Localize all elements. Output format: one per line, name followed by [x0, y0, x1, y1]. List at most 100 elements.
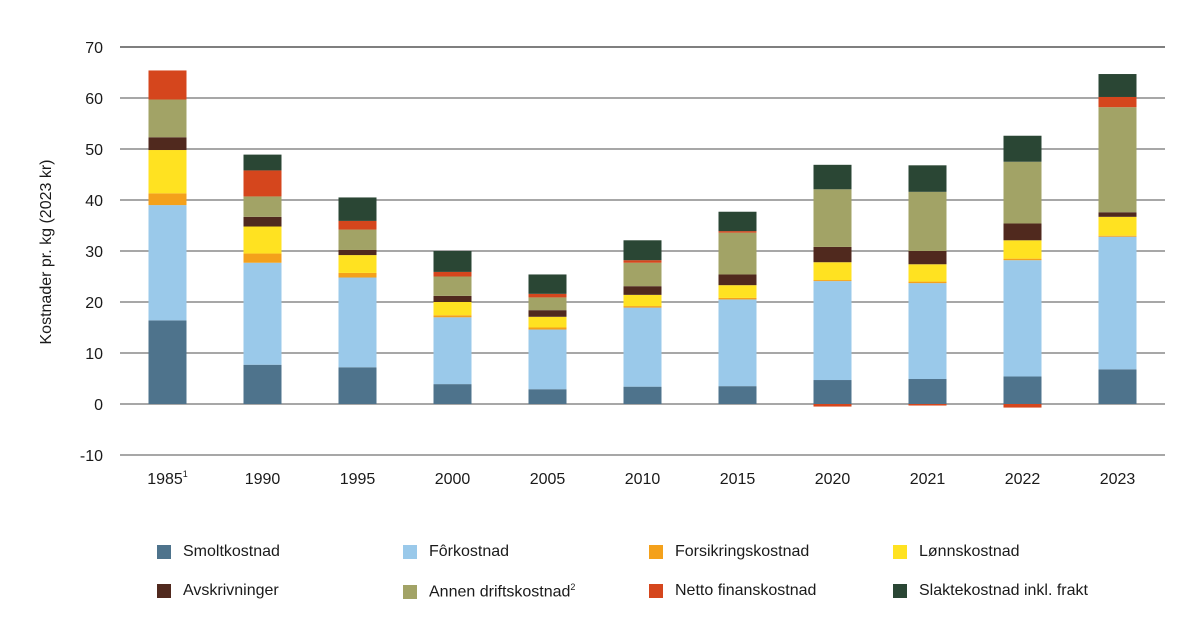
bar-segment-slaktekostnad-inkl-frakt — [623, 240, 662, 261]
bar-segment-forsikringskostnad — [148, 193, 187, 206]
bar-segment-smoltkostnad — [148, 320, 187, 404]
x-tick-label: 2023 — [1100, 471, 1136, 488]
bar-segment-netto-finanskostnad — [718, 231, 757, 233]
bar-segment-f-rkostnad — [813, 281, 852, 381]
bar-segment-slaktekostnad-inkl-frakt — [718, 211, 757, 232]
legend-label: Netto finanskostnad — [675, 582, 817, 599]
bar-segment-smoltkostnad — [243, 364, 282, 404]
bar-segment-annen-driftskostnad — [338, 229, 377, 250]
bar-segment-forsikringskostnad — [1098, 235, 1137, 237]
x-tick-label: 2021 — [910, 471, 946, 488]
bar-segment-smoltkostnad — [623, 386, 662, 404]
bar-segment-netto-finanskostnad — [908, 404, 947, 406]
x-tick-label: 2005 — [530, 471, 566, 488]
bar-segment-f-rkostnad — [243, 262, 282, 365]
legend-swatch — [403, 545, 417, 559]
y-tick-label: 20 — [85, 295, 103, 312]
bar-segment-smoltkostnad — [433, 384, 472, 404]
bar-segment-f-rkostnad — [1098, 236, 1137, 370]
bar-segment-slaktekostnad-inkl-frakt — [433, 251, 472, 272]
bar-segment-annen-driftskostnad — [243, 196, 282, 217]
bar-segment-slaktekostnad-inkl-frakt — [1003, 135, 1042, 162]
bar-segment-avskrivninger — [148, 137, 187, 151]
y-tick-label: 50 — [85, 142, 103, 159]
bar-segment-f-rkostnad — [528, 329, 567, 390]
bar-segment-slaktekostnad-inkl-frakt — [528, 274, 567, 294]
bar-segment-slaktekostnad-inkl-frakt — [813, 164, 852, 190]
bar-segment-smoltkostnad — [528, 389, 567, 404]
bar-segment-netto-finanskostnad — [528, 293, 567, 298]
bar-segment-avskrivninger — [1098, 212, 1137, 217]
bar-segment-annen-driftskostnad — [813, 189, 852, 247]
x-tick-labels: 19851 1990 1995 2000 2005 2010 2015 2020 2021 202… — [147, 469, 1135, 488]
bar-segment-annen-driftskostnad — [718, 232, 757, 275]
x-tick-label: 2010 — [625, 471, 661, 488]
legend-swatch — [403, 584, 417, 599]
x-tick-label: 2020 — [815, 471, 851, 488]
legend-item: Smoltkostnad — [157, 543, 280, 561]
legend-label: Avskrivninger — [183, 582, 279, 599]
legend-item: Slaktekostnad inkl. frakt — [893, 582, 1088, 600]
bar-segment-netto-finanskostnad — [243, 170, 282, 197]
bar-segment-annen-driftskostnad — [433, 276, 472, 296]
legend-label: Forsikringskostnad — [675, 543, 810, 560]
legend-item: Avskrivninger — [157, 582, 279, 600]
bar-segment-smoltkostnad — [1003, 376, 1042, 404]
bar-segment-avskrivninger — [1003, 223, 1042, 241]
y-tick-label: 30 — [85, 244, 103, 261]
bar-segment-netto-finanskostnad — [338, 220, 377, 230]
bar-segment-slaktekostnad-inkl-frakt — [1098, 74, 1137, 97]
bar-segment-netto-finanskostnad — [623, 260, 662, 263]
legend-item: Fôrkostnad — [403, 543, 509, 561]
bar-segment-l-nnskostnad — [1098, 216, 1137, 236]
legend-label: Slaktekostnad inkl. frakt — [919, 582, 1088, 599]
y-tick-label: 40 — [85, 193, 103, 210]
bar-segment-l-nnskostnad — [813, 262, 852, 281]
legend-item: Annen driftskostnad2 — [403, 582, 575, 601]
bar-segment-slaktekostnad-inkl-frakt — [908, 165, 947, 192]
x-tick-label: 19851 — [147, 469, 188, 488]
legend-label: Fôrkostnad — [429, 543, 510, 560]
bar-segment-forsikringskostnad — [243, 253, 282, 263]
bar-segment-f-rkostnad — [908, 283, 947, 380]
bar-segment-annen-driftskostnad — [148, 99, 187, 138]
bar-segment-avskrivninger — [813, 246, 852, 263]
x-tick-label: 1995 — [340, 471, 376, 488]
bar-segment-forsikringskostnad — [908, 281, 947, 284]
bar-segment-f-rkostnad — [148, 205, 187, 321]
bar-segment-l-nnskostnad — [528, 316, 567, 328]
bar-segment-l-nnskostnad — [718, 285, 757, 298]
y-tick-label: 70 — [85, 40, 103, 57]
bar-segment-f-rkostnad — [623, 307, 662, 387]
bar-segment-avskrivninger — [528, 310, 567, 317]
legend-swatch — [893, 584, 907, 598]
bar-segment-netto-finanskostnad — [148, 70, 187, 100]
legend-item: Forsikringskostnad — [649, 543, 809, 561]
x-tick-label: 1990 — [245, 471, 281, 488]
bar-segment-forsikringskostnad — [528, 327, 567, 330]
bars — [148, 70, 1137, 408]
bar-segment-l-nnskostnad — [908, 264, 947, 282]
legend-swatch — [893, 545, 907, 559]
y-tick-label: 60 — [85, 91, 103, 108]
bar-segment-l-nnskostnad — [1003, 240, 1042, 259]
legend-swatch — [157, 545, 171, 559]
bar-segment-netto-finanskostnad — [1098, 96, 1137, 108]
bar-segment-avskrivninger — [243, 216, 282, 227]
bar-segment-l-nnskostnad — [433, 302, 472, 316]
bar-segment-f-rkostnad — [1003, 260, 1042, 377]
bar-segment-avskrivninger — [433, 295, 472, 302]
legend-label: Lønnskostnad — [919, 543, 1020, 560]
bar-segment-l-nnskostnad — [243, 226, 282, 254]
bar-segment-f-rkostnad — [718, 299, 757, 387]
bar-segment-smoltkostnad — [908, 379, 947, 404]
bar-segment-smoltkostnad — [718, 386, 757, 404]
legend-item: Lønnskostnad — [893, 543, 1020, 561]
y-axis-label: Kostnader pr. kg (2023 kr) — [38, 160, 55, 345]
bar-segment-l-nnskostnad — [623, 294, 662, 307]
bar-segment-smoltkostnad — [1098, 369, 1137, 404]
bar-segment-annen-driftskostnad — [908, 191, 947, 251]
legend-swatch — [157, 584, 171, 598]
x-tick-label: 2000 — [435, 471, 471, 488]
